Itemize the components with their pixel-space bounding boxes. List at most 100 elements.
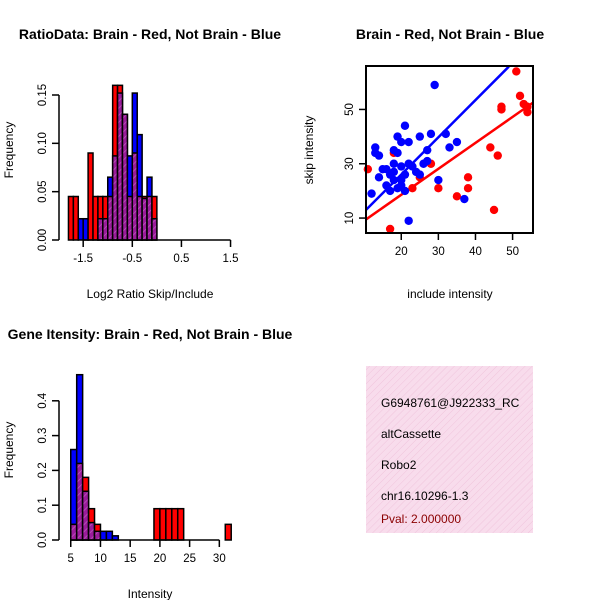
- scatter-fit-lines: [365, 65, 534, 221]
- scatter-y-tick-label-2: 50: [344, 103, 356, 116]
- scatter-point-not-brain-15: [393, 148, 402, 158]
- gene-intensity-x-tick-label-1: 10: [94, 553, 107, 565]
- gene-intensity-bar-brain-15: [159, 507, 167, 541]
- gene-intensity-xlabel: Intensity: [128, 587, 173, 600]
- scatter-point-not-brain-17: [397, 162, 406, 171]
- gene-intensity-y-tick-label-0: 0.0: [37, 532, 49, 548]
- gene-intensity-bar-brain-26: [224, 523, 232, 541]
- gene-intensity-bar-not-brain-5: [99, 530, 108, 541]
- scatter-point-brain-0: [363, 164, 373, 174]
- scatter-title: Brain - Red, Not Brain - Blue: [356, 26, 544, 42]
- ratio-histogram-x-tick-label-2: 0.5: [173, 253, 189, 265]
- gene-intensity-y-axis: 0.0 0.1 0.2 0.3 0.4: [37, 392, 60, 548]
- scatter-point-not-brain-33: [423, 156, 432, 166]
- scatter-x-axis: 20 30 40 50: [395, 233, 519, 258]
- scatter-point-not-brain-11: [389, 159, 399, 168]
- genomic-location: chr16.10296-1.3: [381, 489, 469, 503]
- scatter-plot-box: [365, 65, 534, 234]
- event-type: altCassette: [381, 427, 441, 441]
- gene-intensity-x-tick-label-2: 15: [124, 553, 137, 565]
- intensity-scatter-panel: Brain - Red, Not Brain - Blue 20 30 40 50 1…: [302, 26, 544, 301]
- ratio-histogram-y-tick-label-0: 0.00: [37, 229, 49, 251]
- ratio-histogram-ylabel: Frequency: [2, 122, 16, 179]
- ratio-histogram-panel: RatioData: Brain - Red, Not Brain - Blue…: [2, 26, 281, 301]
- scatter-x-tick-label-1: 30: [432, 246, 445, 258]
- gene-intensity-bar-brain-18: [176, 507, 185, 541]
- gene-intensity-bar-brain-17: [171, 507, 179, 541]
- scatter-point-brain-9: [463, 183, 473, 193]
- ratio-histogram-xlabel: Log2 Ratio Skip/Include: [87, 287, 214, 301]
- gene-intensity-x-tick-label-0: 5: [68, 553, 74, 565]
- ratio-histogram-x-tick-label-1: -0.5: [122, 253, 142, 265]
- gene-intensity-y-tick-label-3: 0.3: [37, 428, 49, 444]
- scatter-point-brain-11: [489, 205, 499, 215]
- scatter-point-not-brain-12: [389, 167, 399, 177]
- scatter-point-not-brain-23: [400, 186, 410, 196]
- gene-intensity-bar-overlap-3: [87, 521, 96, 541]
- ratio-histogram-y-tick-label-1: 0.05: [37, 180, 49, 202]
- scatter-fit-brain: [365, 101, 534, 221]
- gene-intensity-bar-overlap-0: [70, 523, 78, 541]
- scatter-point-not-brain-32: [423, 145, 432, 155]
- scatter-ylabel: skip intensity: [302, 116, 316, 185]
- scatter-point-not-brain-40: [460, 194, 469, 204]
- scatter-point-not-brain-29: [415, 132, 425, 141]
- gene-intensity-x-tick-label-5: 30: [213, 553, 226, 565]
- gene-intensity-title: Gene Itensity: Brain - Red, Not Brain - …: [8, 326, 293, 342]
- scatter-y-tick-label-1: 30: [344, 157, 356, 170]
- gene-intensity-bar-not-brain-6: [105, 530, 114, 541]
- event-id: G6948761@J922333_RC: [381, 396, 520, 410]
- gene-intensity-x-tick-label-3: 20: [154, 553, 167, 565]
- scatter-point-brain-12: [493, 151, 502, 160]
- ratio-histogram-title: RatioData: Brain - Red, Not Brain - Blue: [19, 26, 281, 42]
- scatter-point-brain-16: [515, 91, 525, 101]
- scatter-point-not-brain-3: [374, 151, 384, 160]
- scatter-point-not-brain-39: [452, 137, 462, 147]
- scatter-point-brain-19: [523, 107, 532, 117]
- event-info-clip: G6948761@J922333_RC altCassette Robo2 ch…: [381, 396, 520, 526]
- scatter-point-not-brain-24: [404, 216, 413, 225]
- scatter-point-brain-10: [486, 143, 495, 152]
- gene-intensity-bars: [70, 373, 232, 541]
- scatter-point-not-brain-0: [367, 189, 376, 198]
- scatter-y-axis: 10 30 50: [344, 103, 366, 224]
- ratio-histogram-x-tick-label-3: 1.5: [223, 253, 239, 265]
- scatter-point-brain-15: [512, 67, 521, 76]
- ratio-histogram-x-axis: -1.5 -0.5 0.5 1.5: [73, 239, 239, 265]
- scatter-x-tick-label-3: 50: [506, 246, 519, 258]
- gene-intensity-bar-overlap-2: [81, 490, 90, 541]
- gene-intensity-histogram-panel: Gene Itensity: Brain - Red, Not Brain - …: [2, 326, 293, 600]
- scatter-point-not-brain-26: [404, 137, 413, 147]
- pval-text: Pval: 2.000000: [381, 512, 461, 526]
- gene-intensity-y-tick-label-2: 0.2: [37, 462, 49, 478]
- ratio-histogram-bar-overlap-17: [151, 217, 158, 241]
- scatter-point-not-brain-36: [434, 175, 443, 185]
- scatter-x-tick-label-2: 40: [469, 246, 482, 258]
- gene-intensity-bar-brain-14: [153, 507, 161, 541]
- event-info-panel: G6948761@J922333_RC altCassette Robo2 ch…: [366, 366, 533, 533]
- scatter-points: [363, 67, 532, 234]
- scatter-y-tick-label-0: 10: [344, 212, 356, 225]
- scatter-xlabel: include intensity: [407, 287, 492, 301]
- gene-name: Robo2: [381, 458, 417, 472]
- scatter-point-brain-3: [408, 183, 417, 193]
- gene-intensity-x-tick-label-4: 25: [183, 553, 196, 565]
- scatter-point-brain-8: [463, 173, 473, 182]
- event-info-background: [366, 366, 533, 533]
- scatter-point-brain-6: [434, 183, 443, 193]
- scatter-point-not-brain-22: [400, 170, 410, 179]
- gene-intensity-bar-overlap-1: [75, 462, 84, 541]
- ratio-histogram-x-tick-label-0: -1.5: [73, 253, 93, 265]
- scatter-point-not-brain-9: [385, 186, 395, 196]
- gene-intensity-y-tick-label-1: 0.1: [37, 497, 49, 513]
- scatter-point-not-brain-21: [400, 121, 410, 130]
- scatter-point-brain-7: [452, 192, 462, 201]
- ratio-histogram-y-tick-label-3: 0.15: [37, 84, 49, 106]
- gene-intensity-ylabel: Frequency: [2, 422, 16, 479]
- ratio-histogram-bars: [67, 84, 158, 241]
- gene-intensity-x-axis: 5 10 15 20 25 30: [68, 539, 226, 565]
- gene-intensity-bar-brain-16: [165, 507, 173, 541]
- scatter-point-not-brain-30: [415, 170, 425, 179]
- gene-intensity-y-tick-label-4: 0.4: [37, 392, 49, 409]
- scatter-point-not-brain-13: [389, 175, 399, 185]
